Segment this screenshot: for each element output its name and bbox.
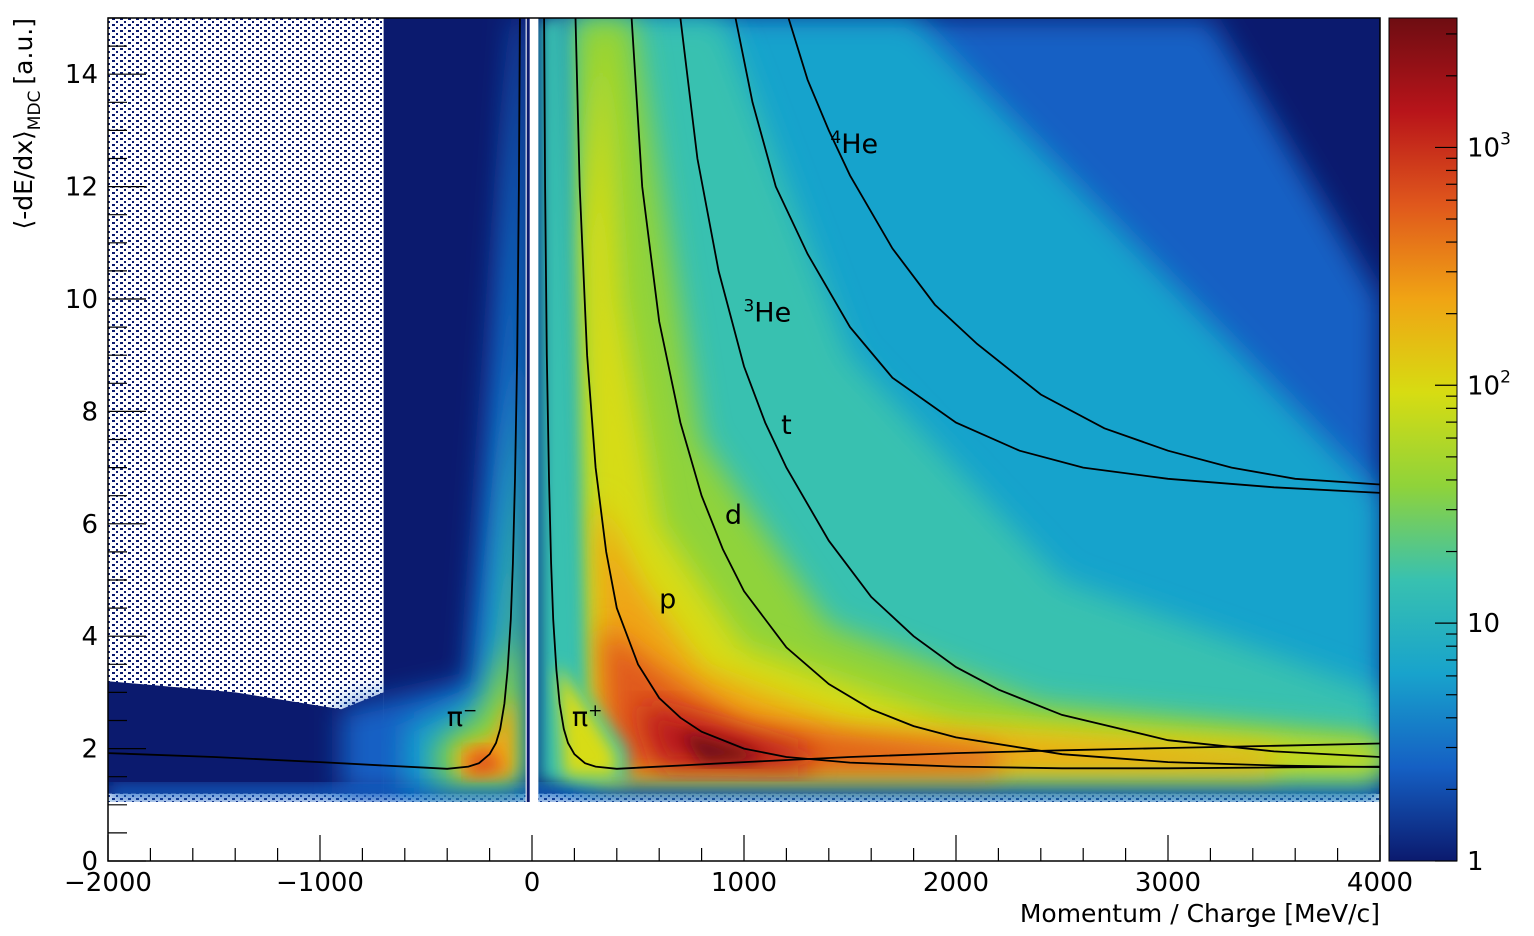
- y-axis-title: ⟨-dE/dx⟩MDC [a.u.]: [9, 18, 45, 230]
- curve-t: [679, 18, 1380, 758]
- zero-gap-edge: [526, 18, 530, 861]
- curve-d: [630, 18, 1380, 768]
- colorbar-tick-label: 103: [1467, 129, 1511, 163]
- svg-text:⟨-dE/dx⟩MDC[a.u.]: ⟨-dE/dx⟩MDC [a.u.]: [9, 18, 45, 230]
- x-tick-label: −1000: [276, 868, 364, 898]
- fan-orange: [595, 495, 1274, 772]
- x-tick-label: 4000: [1347, 868, 1413, 898]
- fan-peak: [680, 731, 766, 763]
- curve-3He: [734, 18, 1380, 494]
- fan-green: [574, 18, 1380, 774]
- particle-label: 3He: [743, 296, 791, 328]
- x-tick-label: −2000: [64, 868, 152, 898]
- colorbar-tick-label: 1: [1467, 847, 1484, 877]
- curve-4He: [787, 18, 1380, 486]
- y-tick-label: 8: [81, 397, 98, 427]
- x-tick-label: 0: [524, 868, 541, 898]
- particle-label: π+: [572, 701, 603, 733]
- neg-blue: [341, 18, 526, 794]
- neg-cyan: [404, 18, 524, 788]
- y-axis-title-main: ⟨-dE/dx⟩: [9, 130, 38, 229]
- y-tick-label: 12: [65, 173, 98, 203]
- x-axis-title: Momentum / Charge [MeV/c]: [1020, 899, 1380, 928]
- x-tick-label: 2000: [923, 868, 989, 898]
- y-axis: 0 2 4 6 8 10 12 14: [65, 17, 146, 877]
- x-axis: −2000 −1000 0 1000 2000 3000 4000: [64, 835, 1413, 898]
- particle-label: 4He: [830, 128, 878, 160]
- neg-red: [468, 748, 505, 777]
- y-tick-label: 6: [81, 510, 98, 540]
- particle-labels: π− π+ p d t 3He 4He: [447, 128, 878, 733]
- y-tick-label: 10: [65, 285, 98, 315]
- particle-label: t: [781, 410, 792, 441]
- colorbar-tick-label: 10: [1467, 609, 1500, 639]
- pos-pion-core: [557, 664, 617, 777]
- particle-label: d: [725, 500, 742, 531]
- x-tick-label: 1000: [711, 868, 777, 898]
- colorbar-frame: [1388, 17, 1458, 862]
- curve-p: [574, 18, 1380, 770]
- particle-label: p: [659, 584, 676, 615]
- curve-π+: [543, 18, 1380, 770]
- particle-label: π−: [447, 701, 478, 733]
- colorbar-gradient: [1389, 18, 1457, 861]
- colorbar-axis: 1 10 102 103: [1435, 33, 1511, 877]
- y-axis-title-sub: MDC: [25, 91, 45, 131]
- dense-base-left: [108, 681, 384, 794]
- y-tick-label: 2: [81, 735, 98, 765]
- neg-green: [436, 411, 522, 783]
- y-tick-label: 14: [65, 60, 98, 90]
- y-axis-title-unit: [a.u.]: [9, 18, 38, 85]
- bethe-bloch-curves: [108, 18, 1380, 770]
- density-heatmap: [108, 18, 1380, 861]
- y-tick-label: 4: [81, 622, 98, 652]
- x-tick-label: 3000: [1135, 868, 1201, 898]
- curve-π−: [108, 18, 521, 770]
- pos-pion-band: [540, 18, 628, 783]
- colorbar-tick-label: 102: [1467, 367, 1511, 401]
- y-tick-label: 0: [81, 847, 98, 877]
